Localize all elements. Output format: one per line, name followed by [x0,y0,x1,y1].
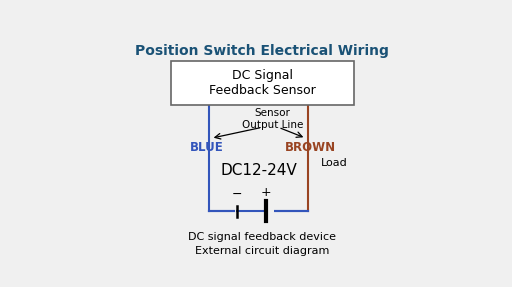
Text: DC Signal
Feedback Sensor: DC Signal Feedback Sensor [209,69,316,97]
Text: +: + [261,186,272,199]
Text: BROWN: BROWN [285,141,335,154]
Text: −: − [231,188,242,201]
FancyBboxPatch shape [171,61,354,105]
FancyBboxPatch shape [234,196,274,227]
Text: Position Switch Electrical Wiring: Position Switch Electrical Wiring [136,44,389,58]
Text: Load: Load [321,158,347,168]
Text: DC signal feedback device
External circuit diagram: DC signal feedback device External circu… [188,232,336,256]
Text: BLUE: BLUE [190,141,224,154]
Text: Sensor
Output Line: Sensor Output Line [242,108,303,130]
Text: DC12-24V: DC12-24V [220,163,297,178]
